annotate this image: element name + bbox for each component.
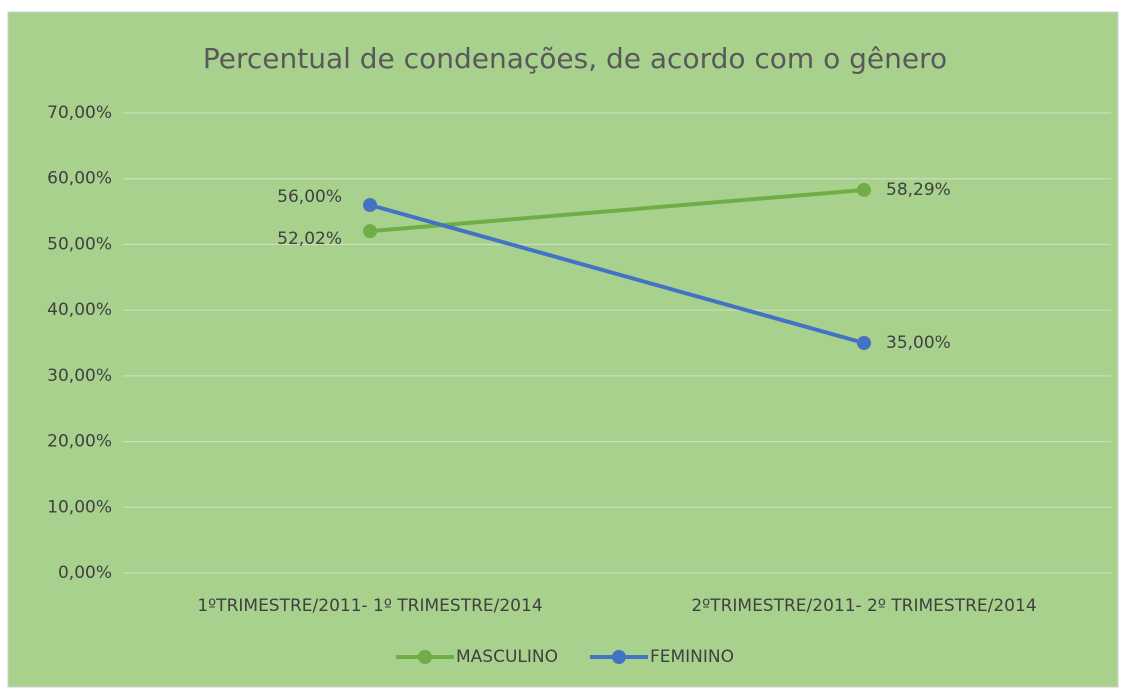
y-tick-label: 20,00% bbox=[47, 432, 112, 452]
chart-background bbox=[7, 11, 1119, 688]
y-tick-label: 50,00% bbox=[47, 234, 112, 254]
point bbox=[363, 198, 377, 212]
legend-marker bbox=[611, 650, 626, 664]
value-label: 58,29% bbox=[886, 180, 951, 200]
point bbox=[363, 224, 377, 239]
y-tick-label: 70,00% bbox=[47, 103, 112, 123]
x-tick-label: 2ºTRIMESTRE/2011- 2º TRIMESTRE/2014 bbox=[691, 596, 1036, 616]
point bbox=[857, 182, 871, 197]
y-tick-label: 60,00% bbox=[47, 169, 112, 189]
y-tick-label: 30,00% bbox=[47, 366, 112, 386]
x-tick-label: 1ºTRIMESTRE/2011- 1º TRIMESTRE/2014 bbox=[197, 596, 542, 616]
value-label: 35,00% bbox=[886, 333, 951, 353]
y-tick-label: 40,00% bbox=[47, 300, 112, 320]
point bbox=[857, 336, 871, 350]
legend-label: FEMININO bbox=[650, 647, 734, 667]
y-tick-label: 0,00% bbox=[58, 563, 112, 583]
y-tick-label: 10,00% bbox=[47, 497, 112, 517]
line-series bbox=[369, 203, 865, 345]
legend-label: MASCULINO bbox=[456, 647, 558, 667]
line-series bbox=[369, 187, 865, 234]
value-label: 52,02% bbox=[277, 229, 342, 249]
chart-title: Percentual de condenações, de acordo com… bbox=[203, 42, 947, 75]
legend-marker bbox=[418, 650, 432, 664]
value-label: 56,00% bbox=[277, 187, 342, 207]
